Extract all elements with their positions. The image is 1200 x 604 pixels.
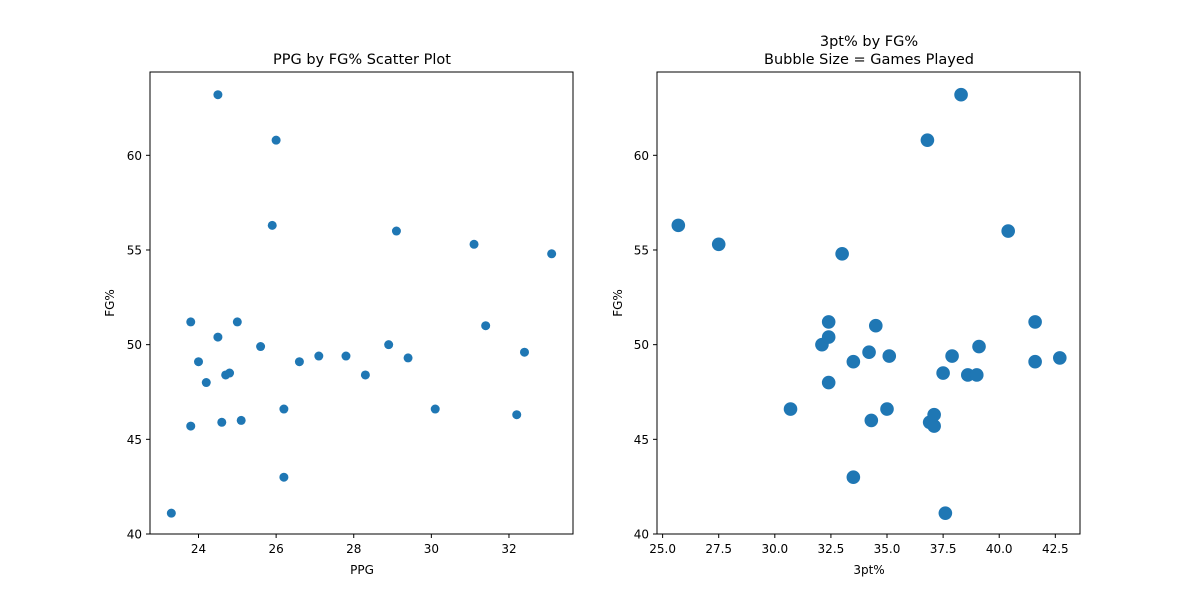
right-data-point-10 [862, 345, 876, 360]
left-data-point-10 [232, 317, 242, 327]
right-data-point-25 [972, 339, 986, 354]
right-data-point-28 [1028, 354, 1042, 369]
left-data-point-29 [547, 249, 557, 259]
left-x-tick-label: 26 [268, 542, 283, 556]
right-data-point-19 [936, 366, 950, 380]
right-data-point-29 [1053, 351, 1067, 365]
left-y-axis-label: FG% [103, 289, 117, 317]
right-x-tick-label: 35.0 [874, 542, 901, 556]
right-x-tick-label: 32.5 [818, 542, 845, 556]
right-y-tick-label: 40 [634, 528, 649, 542]
right-data-point-17 [927, 419, 941, 433]
right-data-point-6 [821, 375, 836, 390]
left-data-point-23 [403, 353, 413, 363]
right-data-point-20 [938, 506, 953, 520]
right-data-point-2 [783, 402, 798, 416]
right-data-point-0 [671, 218, 686, 233]
left-data-point-20 [360, 370, 370, 380]
right-data-point-7 [835, 246, 849, 261]
left-data-point-0 [166, 508, 176, 518]
right-data-point-5 [821, 330, 836, 344]
right-data-point-21 [945, 349, 959, 363]
right-x-tick-label: 37.5 [930, 542, 957, 556]
right-data-point-14 [882, 349, 897, 363]
right-y-tick-label: 60 [634, 149, 649, 163]
right-data-point-1 [711, 237, 726, 252]
right-data-point-12 [868, 318, 883, 333]
right-x-tick-label: 25.0 [649, 542, 676, 556]
left-points [166, 90, 557, 518]
left-data-point-3 [194, 357, 204, 367]
left-x-tick-label: 24 [191, 542, 206, 556]
right-x-tick-label: 27.5 [705, 542, 732, 556]
left-data-point-14 [271, 135, 281, 145]
left-data-point-12 [256, 342, 266, 352]
left-data-point-25 [469, 239, 479, 249]
left-x-tick-label: 32 [501, 542, 516, 556]
right-chart-title-line-1: 3pt% by FG% [820, 34, 918, 50]
left-data-point-1 [186, 421, 196, 431]
right-data-point-24 [969, 368, 984, 382]
left-data-point-22 [391, 226, 401, 236]
left-data-point-11 [236, 415, 246, 425]
left-data-point-16 [279, 472, 289, 482]
left-y-tick-label: 60 [127, 149, 142, 163]
left-x-ticks: 24 26 28 30 32 [191, 534, 517, 556]
left-y-tick-label: 45 [127, 433, 142, 447]
right-data-point-8 [846, 354, 861, 369]
left-data-point-19 [341, 351, 351, 361]
left-data-point-24 [430, 404, 440, 414]
right-data-point-13 [880, 402, 894, 416]
right-y-axis-label: FG% [611, 289, 625, 317]
left-x-axis-label: PPG [350, 563, 374, 577]
left-data-point-5 [213, 332, 223, 342]
left-data-point-18 [314, 351, 324, 361]
right-x-tick-label: 30.0 [761, 542, 788, 556]
right-data-point-22 [954, 87, 968, 102]
left-data-point-2 [186, 317, 196, 327]
right-x-tick-label: 42.5 [1042, 542, 1069, 556]
right-y-tick-label: 50 [634, 338, 649, 352]
left-data-point-6 [213, 90, 223, 100]
right-y-tick-label: 55 [634, 243, 649, 257]
right-bubble-chart: 3pt% by FG% Bubble Size = Games Played 2… [611, 34, 1081, 577]
right-data-point-11 [864, 413, 879, 428]
left-x-tick-label: 28 [346, 542, 361, 556]
left-data-point-7 [217, 417, 227, 427]
right-data-point-26 [1001, 224, 1015, 238]
right-x-ticks: 25.0 27.5 30.0 32.5 35.0 37.5 40.0 42.5 [649, 534, 1069, 556]
right-data-point-15 [920, 133, 935, 147]
right-points [671, 87, 1067, 520]
left-chart-title: PPG by FG% Scatter Plot [273, 52, 451, 68]
left-data-point-4 [201, 378, 211, 388]
right-chart-title-line-2: Bubble Size = Games Played [764, 52, 974, 68]
right-y-tick-label: 45 [634, 433, 649, 447]
left-data-point-9 [225, 368, 235, 378]
right-x-tick-label: 40.0 [986, 542, 1013, 556]
left-y-tick-label: 55 [127, 243, 142, 257]
right-data-point-4 [821, 315, 836, 329]
left-data-point-28 [519, 347, 529, 357]
left-scatter-chart: PPG by FG% Scatter Plot 24 26 28 30 32 40 45 5… [103, 52, 574, 577]
left-y-tick-label: 40 [127, 528, 142, 542]
right-data-point-9 [846, 470, 861, 485]
left-plot-frame [149, 71, 574, 535]
left-data-point-17 [294, 357, 304, 367]
left-data-point-26 [481, 321, 491, 331]
left-y-tick-label: 50 [127, 338, 142, 352]
right-data-point-27 [1028, 315, 1042, 329]
right-data-point-18 [927, 407, 941, 422]
right-y-ticks: 40 45 50 55 60 [634, 149, 657, 542]
right-plot-frame [656, 71, 1081, 535]
right-x-axis-label: 3pt% [853, 563, 884, 577]
left-data-point-21 [384, 340, 394, 350]
left-data-point-27 [512, 410, 522, 420]
left-x-tick-label: 30 [424, 542, 439, 556]
left-data-point-15 [279, 404, 289, 414]
left-data-point-13 [267, 220, 277, 230]
left-y-ticks: 40 45 50 55 60 [127, 149, 150, 542]
